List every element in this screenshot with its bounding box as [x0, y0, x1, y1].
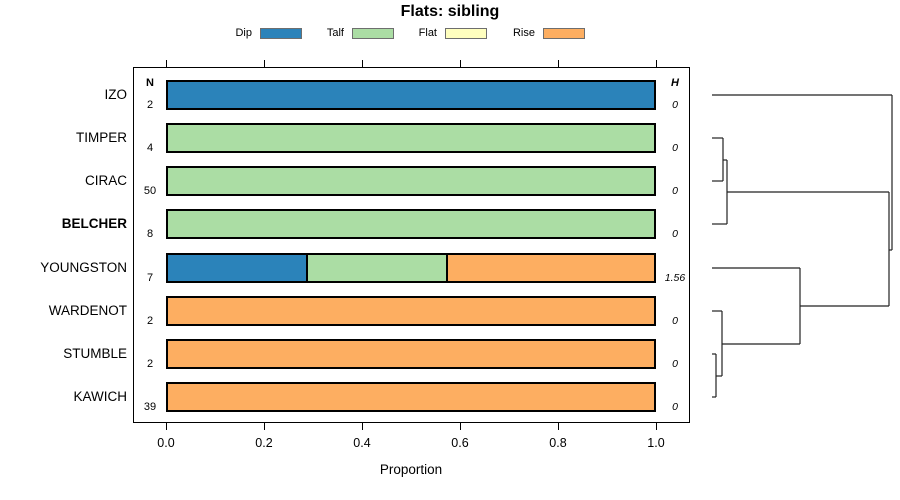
n-value: 8 [146, 228, 154, 241]
x-axis-tick-top [264, 60, 265, 67]
x-axis-tick-top [656, 60, 657, 67]
legend-label: Rise [512, 27, 535, 39]
h-value: 0 [672, 357, 678, 370]
h-column-header: H [671, 77, 679, 89]
legend-entry-rise: Rise [477, 27, 587, 40]
bar-izo [166, 80, 656, 110]
category-label-youngston: YOUNGSTON [40, 259, 127, 275]
x-axis-tick-top [558, 60, 559, 67]
x-axis-tick-bottom [460, 423, 461, 430]
chart-title: Flats: sibling [400, 3, 500, 20]
x-axis-tick-top [166, 60, 167, 67]
x-axis-label: Proportion [379, 462, 443, 477]
n-value: 50 [143, 185, 157, 198]
x-axis-tick-bottom [558, 423, 559, 430]
bar-segment-talf [305, 254, 446, 281]
legend-entry-talf: Talf [286, 27, 396, 40]
bar-segment-dip [168, 82, 654, 108]
bar-wardenot [166, 295, 656, 326]
bar-youngston [166, 252, 656, 283]
h-value: 0 [672, 142, 678, 155]
bar-segment-dip [168, 254, 306, 281]
n-value: 39 [143, 400, 157, 413]
x-axis-tick-label: 0.2 [255, 436, 273, 450]
n-column-header: N [146, 77, 154, 89]
category-label-izo: IZO [104, 87, 128, 102]
h-value: 0 [672, 400, 678, 413]
n-value: 2 [146, 357, 154, 370]
bar-kawich [166, 381, 656, 412]
x-axis-tick-bottom [264, 423, 265, 430]
bar-segment-talf [168, 168, 654, 195]
bar-segment-rise [445, 254, 655, 281]
x-axis-tick-top [460, 60, 461, 67]
legend-label: Talf [326, 27, 344, 39]
category-label-wardenot: WARDENOT [48, 302, 127, 318]
bar-belcher [166, 209, 656, 240]
n-value: 7 [146, 271, 154, 284]
x-axis-tick-bottom [362, 423, 363, 430]
legend-entry-dip: Dip [194, 27, 304, 40]
x-axis-tick-bottom [166, 423, 167, 430]
n-value: 2 [146, 99, 154, 111]
x-axis-tick-label: 0.0 [157, 436, 175, 450]
bar-stumble [166, 338, 656, 369]
legend-entry-flat: Flat [379, 27, 489, 40]
n-value: 2 [146, 314, 154, 327]
bar-timper [166, 123, 656, 154]
category-label-belcher: BELCHER [61, 216, 127, 232]
n-value: 4 [146, 142, 154, 155]
bar-segment-rise [168, 383, 654, 410]
category-label-kawich: KAWICH [73, 388, 128, 404]
bar-segment-rise [168, 340, 654, 367]
bar-segment-rise [168, 297, 654, 324]
legend-swatch-rise [543, 28, 585, 39]
bar-segment-talf [168, 125, 654, 152]
x-axis-tick-bottom [656, 423, 657, 430]
legend-label: Dip [235, 27, 252, 39]
h-value: 0 [672, 185, 678, 198]
category-label-cirac: CIRAC [84, 173, 127, 189]
bar-segment-talf [168, 211, 654, 238]
legend-swatch-dip [260, 28, 302, 39]
x-axis-tick-label: 0.4 [353, 436, 371, 450]
bar-cirac [166, 166, 656, 197]
category-label-stumble: STUMBLE [63, 345, 127, 361]
h-value: 0 [672, 228, 678, 241]
category-label-timper: TIMPER [75, 130, 127, 146]
plot-area [133, 67, 690, 423]
legend-swatch-talf [352, 28, 394, 39]
x-axis-tick-top [362, 60, 363, 67]
h-value: 0 [672, 314, 678, 327]
legend-label: Flat [418, 27, 437, 39]
legend-swatch-flat [445, 28, 487, 39]
x-axis-tick-label: 0.8 [549, 436, 567, 450]
h-value: 0 [672, 99, 678, 111]
h-value: 1.56 [664, 271, 686, 284]
x-axis-tick-label: 1.0 [647, 436, 665, 450]
x-axis-tick-label: 0.6 [451, 436, 469, 450]
